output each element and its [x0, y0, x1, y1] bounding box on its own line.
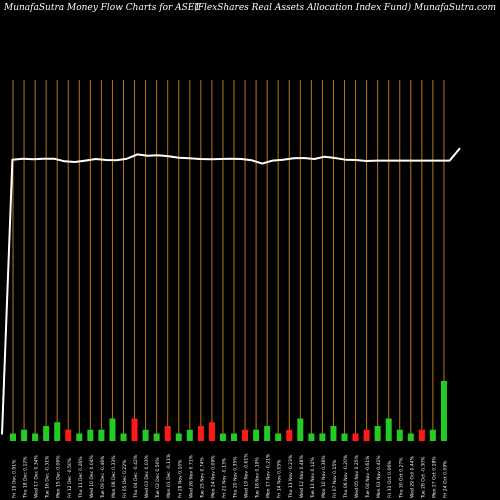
chart-title-right: (FlexShares Real Assets Allocation Index…	[194, 3, 496, 13]
x-tick-label: Mon 01 Dec -0.11%	[166, 453, 172, 498]
money-flow-bar	[341, 433, 348, 441]
x-tick-label: Mon 17 Nov -0.21%	[266, 453, 272, 498]
money-flow-bar	[297, 418, 304, 441]
money-flow-bars	[10, 381, 447, 441]
chart-title-left: MunafaSutra Money Flow Charts for ASET	[4, 3, 201, 13]
x-tick-label: Mon 03 Nov 0.41%	[376, 455, 382, 498]
x-tick-label: Tue 11 Nov 0.12%	[310, 456, 316, 499]
x-tick-label: Tue 25 Nov 0.74%	[199, 456, 205, 499]
x-tick-label: Thu 30 Oct 0.27%	[398, 457, 404, 499]
money-flow-bar	[87, 429, 94, 441]
x-tick-label: Wed 10 Dec 0.04%	[89, 454, 95, 498]
x-tick-label: Fri 05 Dec 0.22%	[122, 459, 128, 498]
money-flow-bar	[197, 426, 204, 441]
money-flow-bar	[319, 433, 326, 441]
money-flow-bar	[153, 433, 160, 441]
x-tick-label: Tue 04 Nov -0.61%	[365, 455, 371, 499]
x-tick-label: Thu 11 Dec 0.26%	[78, 456, 84, 499]
x-tick-label: Thu 06 Nov -0.20%	[343, 454, 349, 499]
money-flow-bar	[374, 426, 381, 441]
x-tick-label: Fri 12 Dec -0.50%	[67, 457, 73, 498]
money-flow-bar	[363, 429, 370, 441]
money-flow-bar	[418, 429, 425, 441]
money-flow-bar	[330, 426, 337, 441]
x-tick-label: Wed 26 Nov 0.71%	[188, 454, 194, 498]
money-flow-bar	[175, 433, 182, 441]
x-tick-label: Mon 08 Dec 0.33%	[111, 455, 117, 498]
x-tick-label: Tue 09 Dec -0.46%	[100, 455, 106, 499]
money-flow-bar	[21, 429, 28, 441]
money-flow-bar	[186, 429, 193, 441]
money-flow-bar	[253, 429, 260, 441]
money-flow-bar	[440, 381, 447, 441]
money-flow-bar	[120, 433, 127, 441]
price-line	[1, 147, 461, 435]
x-tick-labels: Fri 19 Dec 0.91% Thu 18 Dec 0.12% Wed 17 D…	[12, 453, 449, 499]
x-tick-label: Wed 03 Dec 0.03%	[144, 454, 150, 498]
x-tick-label: Fri 28 Nov 0.10%	[177, 459, 183, 498]
money-flow-bar	[396, 429, 403, 441]
money-flow-bar	[429, 429, 436, 441]
x-tick-label: Wed 29 Oct 0.44%	[409, 455, 415, 498]
money-flow-bar	[264, 426, 271, 441]
x-tick-label: Thu 20 Nov 0.35%	[233, 456, 239, 499]
money-flow-bar	[65, 429, 72, 441]
page-title: MunafaSutra Money Flow Charts for ASET (…	[0, 0, 500, 20]
money-flow-bar	[385, 418, 392, 441]
money-flow-bar	[131, 418, 138, 441]
x-tick-label: Tue 28 Oct -0.30%	[420, 456, 426, 499]
money-flow-bar	[219, 433, 226, 441]
x-tick-label: Tue 18 Nov 0.19%	[255, 456, 261, 499]
x-tick-label: Mon 24 Nov 0.09%	[210, 455, 216, 498]
money-flow-bar	[54, 422, 61, 441]
money-flow-bar	[308, 433, 315, 441]
x-tick-label: Fri 07 Nov 0.15%	[332, 459, 338, 498]
money-flow-bar	[208, 422, 215, 441]
x-tick-label: Mon 15 Dec 0.06%	[56, 455, 62, 498]
money-flow-bar	[43, 426, 50, 441]
x-tick-label: Tue 02 Dec 0.50%	[155, 457, 161, 499]
x-tick-label: Thu 18 Dec 0.12%	[23, 456, 29, 499]
money-flow-bar	[242, 429, 249, 441]
x-tick-label: Thu 13 Nov -0.23%	[288, 454, 294, 499]
x-tick-label: Wed 12 Nov 0.48%	[299, 454, 305, 498]
money-flow-bar	[32, 433, 39, 441]
money-flow-bar	[109, 418, 116, 441]
x-tick-label: Wed 17 Dec 0.34%	[34, 454, 40, 498]
x-tick-label: Wed 19 Nov -0.61%	[244, 453, 250, 498]
x-tick-label: Thu 04 Dec -0.42%	[133, 454, 139, 499]
x-tick-label: Tue 16 Dec -0.31%	[45, 455, 51, 499]
money-flow-bar	[10, 433, 16, 441]
x-tick-label: Mon 27 Oct 0.18%	[431, 456, 437, 498]
money-flow-bar	[76, 433, 83, 441]
money-flow-bar	[164, 426, 171, 441]
x-tick-label: Fri 14 Nov 0.05%	[277, 459, 283, 498]
x-tick-label: Fri 24 Oct 0.09%	[442, 460, 448, 498]
money-flow-bar	[286, 429, 293, 441]
x-tick-label: Mon 10 Nov 0.36%	[321, 455, 327, 498]
vertical-gridlines	[12, 80, 445, 441]
money-flow-bar	[142, 429, 149, 441]
money-flow-bar	[407, 433, 414, 441]
x-tick-label: Fri 19 Dec 0.91%	[12, 459, 18, 498]
money-flow-bar	[275, 433, 282, 441]
x-tick-label: Fri 21 Nov -0.13%	[221, 457, 227, 498]
money-flow-bar	[98, 429, 105, 441]
money-flow-bar	[352, 433, 359, 441]
money-flow-bar	[231, 433, 237, 441]
x-tick-label: Fri 31 Oct 0.06%	[387, 460, 393, 498]
x-tick-label: Wed 05 Nov 0.25%	[354, 454, 360, 498]
